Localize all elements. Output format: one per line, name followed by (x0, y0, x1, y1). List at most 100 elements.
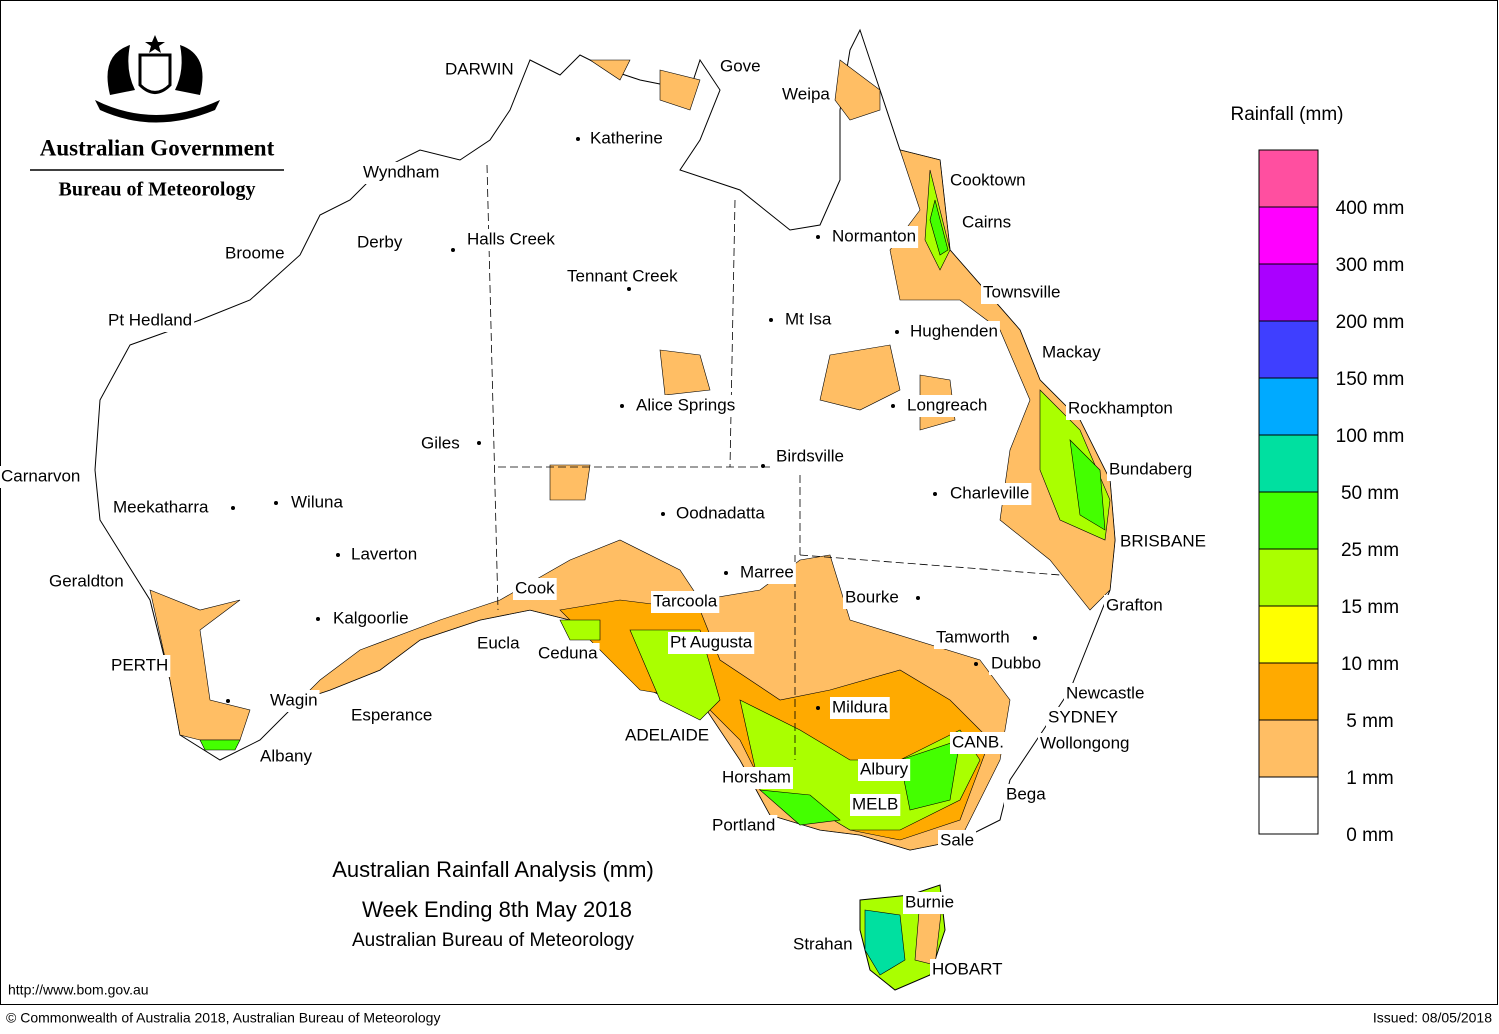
place-label-bg (791, 934, 855, 956)
place-label: Tarcoola (653, 591, 718, 610)
legend-swatch (1258, 776, 1319, 835)
place-label: Townsville (983, 282, 1060, 301)
place-label-bg (565, 266, 680, 288)
place-label: Portland (712, 815, 775, 834)
place-label-bg (989, 653, 1044, 675)
place-label-bg (47, 571, 126, 593)
legend-label: 100 mm (1336, 426, 1405, 447)
place-dot (916, 596, 920, 600)
place-label-bg (268, 690, 320, 712)
legend-swatch (1258, 149, 1319, 208)
place-label-bg (710, 815, 778, 837)
place-label-bg (948, 483, 1032, 505)
place-label: Cooktown (950, 170, 1026, 189)
place-label-bg (634, 395, 738, 417)
place-label: Mildura (832, 697, 888, 716)
place-label: Rockhampton (1068, 398, 1173, 417)
place-label-bg (738, 562, 796, 584)
legend-swatch (1258, 377, 1319, 436)
place-label: Meekatharra (113, 497, 209, 516)
place-label: Mt Isa (785, 309, 832, 328)
place-label: HOBART (932, 959, 1003, 978)
place-dot (816, 706, 820, 710)
place-dot (316, 617, 320, 621)
place-dot (274, 501, 278, 505)
place-label: Wiluna (291, 492, 344, 511)
caption-source: Australian Bureau of Meteorology (352, 930, 634, 951)
place-label: Gove (720, 56, 761, 75)
place-label-bg (651, 591, 720, 613)
place-label: Carnarvon (1, 466, 80, 485)
place-label-bg (830, 697, 890, 719)
place-label: Wagin (270, 690, 318, 709)
place-label-bg (1046, 707, 1120, 729)
place-label: Giles (421, 433, 460, 452)
place-dot (336, 553, 340, 557)
place-label: Oodnadatta (676, 503, 765, 522)
place-label: Horsham (722, 767, 791, 786)
place-label-bg (536, 643, 600, 665)
place-label-bg (668, 632, 755, 654)
place-label: Pt Hedland (108, 310, 192, 329)
place-label-bg (106, 310, 195, 332)
place-label: Marree (740, 562, 794, 581)
place-label-bg (908, 321, 1000, 343)
government-name: Australian Government (40, 135, 275, 160)
legend-label: 5 mm (1346, 711, 1394, 732)
legend-label: 10 mm (1341, 654, 1399, 675)
place-dot (769, 318, 773, 322)
place-label-bg (960, 212, 1014, 234)
place-label: Albany (260, 746, 312, 765)
place-label: Charleville (950, 483, 1029, 502)
place-label: Bundaberg (1109, 459, 1192, 478)
place-label: Tamworth (936, 627, 1010, 646)
place-label: Longreach (907, 395, 987, 414)
place-label: Bega (1006, 784, 1046, 803)
legend-label: 300 mm (1336, 255, 1405, 276)
place-label-bg (349, 544, 420, 566)
place-dot (891, 404, 895, 408)
place-label: Alice Springs (636, 395, 735, 414)
place-label: Cook (515, 578, 555, 597)
place-label: Hughenden (910, 321, 998, 340)
place-label-bg (950, 732, 1006, 754)
tasmania-heavy (864, 909, 906, 976)
place-label-bg (720, 767, 793, 789)
place-label-bg (349, 705, 435, 727)
footer-url[interactable]: http://www.bom.gov.au (8, 982, 149, 998)
place-label: Cairns (962, 212, 1011, 231)
place-label-bg (1064, 683, 1147, 705)
legend-swatch (1258, 434, 1319, 493)
place-label: Sale (940, 830, 974, 849)
place-label: Wollongong (1040, 733, 1129, 752)
legend-label: 0 mm (1346, 825, 1394, 846)
place-label-bg (830, 226, 919, 248)
legend-label: 1 mm (1346, 768, 1394, 789)
legend-swatch (1258, 548, 1319, 607)
place-label-bg (355, 232, 405, 254)
place-dot (620, 404, 624, 408)
legend-title: Rainfall (mm) (1231, 104, 1344, 125)
place-label: Mackay (1042, 342, 1101, 361)
place-label-bg (465, 229, 557, 251)
place-label-bg (0, 466, 83, 488)
footer-issued: Issued: 08/05/2018 (1373, 1010, 1492, 1026)
place-label: PERTH (111, 655, 168, 674)
place-label: Ceduna (538, 643, 598, 662)
legend-label: 50 mm (1341, 483, 1399, 504)
place-label: Katherine (590, 128, 663, 147)
place-label: BRISBANE (1120, 531, 1206, 550)
place-label: Burnie (905, 892, 954, 911)
legend-swatch (1258, 206, 1319, 265)
place-label-bg (289, 492, 345, 514)
place-label-bg (903, 892, 957, 914)
place-label: MELB (852, 794, 898, 813)
place-label: Derby (357, 232, 403, 251)
place-label: Dubbo (991, 653, 1041, 672)
place-label: Tennant Creek (567, 266, 678, 285)
place-label-bg (1004, 784, 1048, 806)
place-dot (576, 137, 580, 141)
legend-swatch (1258, 320, 1319, 379)
place-label: Halls Creek (467, 229, 555, 248)
